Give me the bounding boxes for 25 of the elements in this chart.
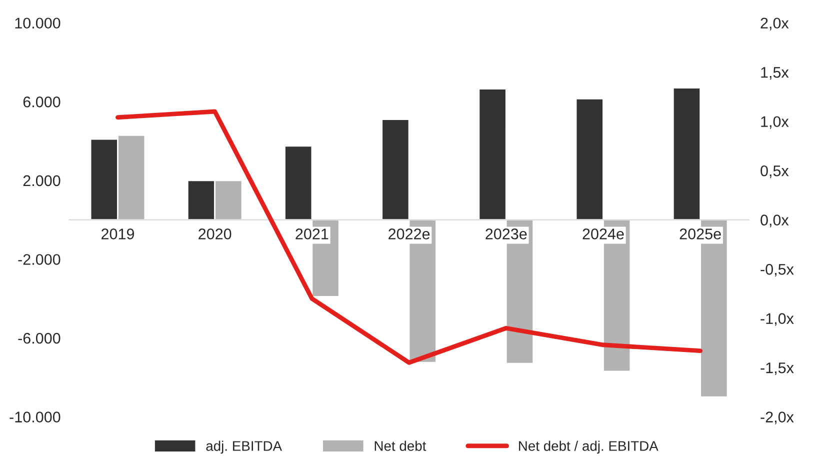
x-tick-label: 2020 [198,228,232,240]
y2-tick-label: -2,0x [760,412,794,424]
x-tick-label: 2021 [296,228,328,240]
x-tick-label: 2025e [680,228,721,240]
y-tick-label: 6.000 [23,96,60,108]
x-tick-label: 2019 [102,228,134,240]
y2-tick-label: 0,5x [760,165,789,178]
y2-tick-label: 0,0x [760,214,789,228]
y2-tick-label: 2,0x [760,18,789,30]
x-tick-label: 2023e [486,228,527,240]
y2-tick-label: -1,0x [760,313,794,326]
y2-tick-label: 1,0x [761,116,789,129]
legend-label: Net debt / adj. EBITDA [519,440,658,454]
legend-label: adj. EBITDA [206,440,282,454]
x-tick-label: 2024e [582,228,624,240]
y-tick-label: -6.000 [18,332,60,344]
y-tick-label: -2.000 [18,254,60,265]
x-tick-label: 2022e [388,228,430,240]
y2-tick-label: -1,5x [760,362,794,376]
y2-tick-label: -0,5x [760,264,794,277]
legend-label: Net debt [374,440,426,451]
y-tick-label: 10.000 [15,18,60,29]
y-tick-label: -10.000 [10,412,60,422]
y2-tick-label: 1,5x [761,67,789,80]
y-tick-label: 2.000 [23,175,60,186]
